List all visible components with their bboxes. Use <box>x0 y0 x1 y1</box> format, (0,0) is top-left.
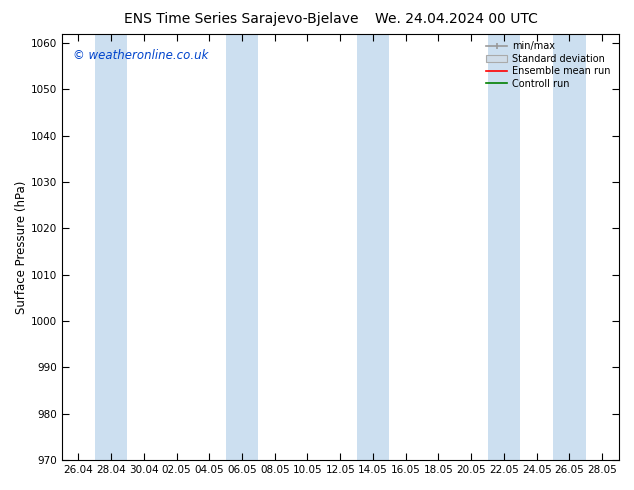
Bar <box>488 34 521 460</box>
Text: We. 24.04.2024 00 UTC: We. 24.04.2024 00 UTC <box>375 12 538 26</box>
Y-axis label: Surface Pressure (hPa): Surface Pressure (hPa) <box>15 180 28 314</box>
Bar <box>356 34 389 460</box>
Bar <box>94 34 127 460</box>
Text: © weatheronline.co.uk: © weatheronline.co.uk <box>73 49 209 62</box>
Legend: min/max, Standard deviation, Ensemble mean run, Controll run: min/max, Standard deviation, Ensemble me… <box>483 39 614 92</box>
Bar <box>226 34 259 460</box>
Text: ENS Time Series Sarajevo-Bjelave: ENS Time Series Sarajevo-Bjelave <box>124 12 358 26</box>
Bar <box>553 34 586 460</box>
